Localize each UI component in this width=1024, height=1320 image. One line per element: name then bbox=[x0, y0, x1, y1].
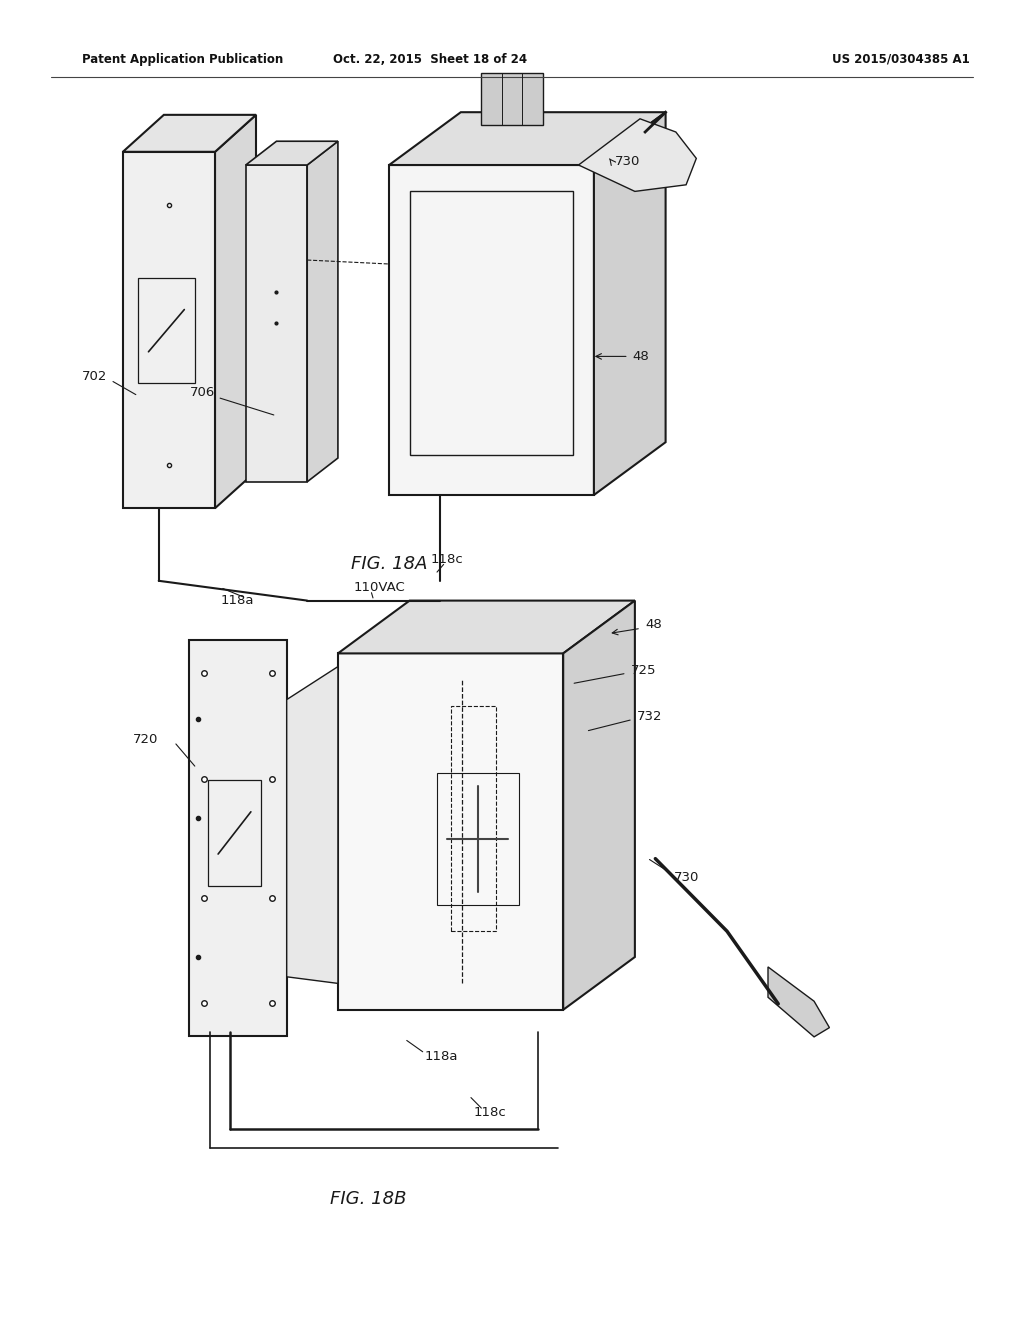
Text: FIG. 18A: FIG. 18A bbox=[351, 554, 427, 573]
Text: 720: 720 bbox=[133, 733, 159, 746]
Polygon shape bbox=[594, 112, 666, 495]
Text: 732: 732 bbox=[637, 710, 663, 723]
Text: FIG. 18B: FIG. 18B bbox=[331, 1189, 407, 1208]
Polygon shape bbox=[287, 667, 338, 983]
Text: 118a: 118a bbox=[425, 1049, 459, 1063]
Polygon shape bbox=[481, 73, 543, 125]
Polygon shape bbox=[246, 141, 338, 165]
Polygon shape bbox=[389, 112, 666, 165]
Text: 48: 48 bbox=[645, 618, 662, 631]
Polygon shape bbox=[307, 141, 338, 482]
Polygon shape bbox=[123, 152, 215, 508]
Text: 702: 702 bbox=[82, 370, 108, 383]
Polygon shape bbox=[563, 601, 635, 1010]
Text: 48: 48 bbox=[633, 350, 649, 363]
Text: 118a: 118a bbox=[220, 594, 254, 607]
Text: US 2015/0304385 A1: US 2015/0304385 A1 bbox=[833, 53, 970, 66]
Text: Patent Application Publication: Patent Application Publication bbox=[82, 53, 284, 66]
Text: 725: 725 bbox=[631, 664, 656, 677]
Polygon shape bbox=[215, 115, 256, 508]
Polygon shape bbox=[768, 966, 829, 1038]
Text: 118c: 118c bbox=[473, 1106, 506, 1119]
Polygon shape bbox=[246, 165, 307, 482]
Text: 706: 706 bbox=[189, 385, 273, 414]
Polygon shape bbox=[338, 653, 563, 1010]
Text: 730: 730 bbox=[614, 154, 640, 168]
Polygon shape bbox=[189, 640, 287, 1036]
Polygon shape bbox=[579, 119, 696, 191]
Polygon shape bbox=[338, 601, 635, 653]
Text: 110VAC: 110VAC bbox=[353, 581, 406, 594]
Polygon shape bbox=[389, 165, 594, 495]
Text: 730: 730 bbox=[674, 871, 699, 884]
Text: 118c: 118c bbox=[430, 553, 463, 566]
Text: Oct. 22, 2015  Sheet 18 of 24: Oct. 22, 2015 Sheet 18 of 24 bbox=[333, 53, 527, 66]
Polygon shape bbox=[123, 115, 256, 152]
